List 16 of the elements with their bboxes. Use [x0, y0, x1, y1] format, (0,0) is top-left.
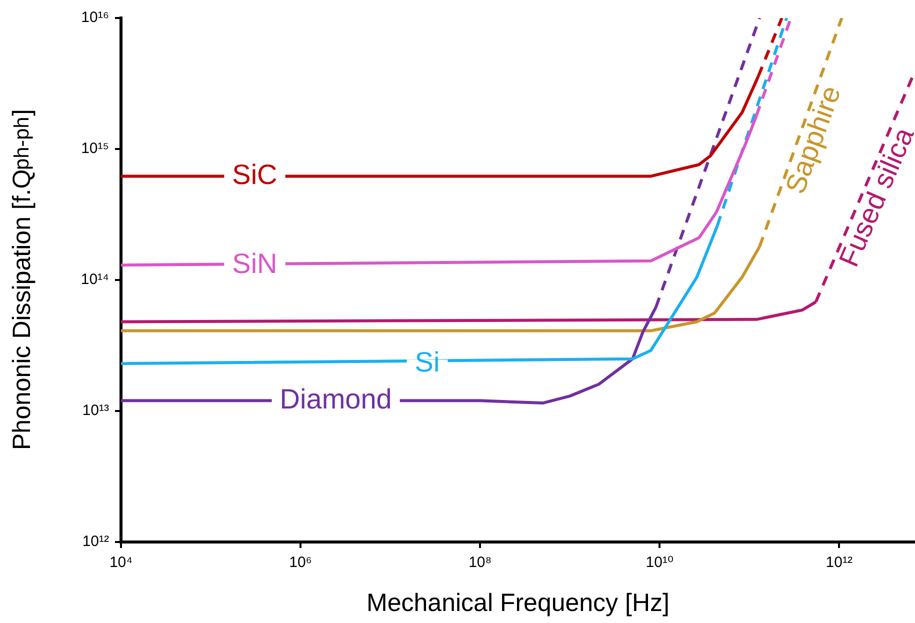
- y-tick-label: 10¹⁴: [80, 271, 109, 288]
- x-tick-label: 10⁴: [109, 554, 133, 572]
- series-label: SiC: [232, 158, 278, 190]
- y-tick-label: 10¹³: [82, 402, 109, 420]
- text: Fused silica: [832, 122, 915, 272]
- y-tick-label: 10¹⁶: [81, 9, 109, 26]
- x-axis-title: Mechanical Frequency [Hz]: [366, 588, 670, 617]
- series-label: Si: [414, 346, 440, 378]
- x-tick-label: 10⁸: [468, 554, 492, 572]
- series-label: Diamond: [280, 383, 392, 414]
- series-label: SiN: [232, 248, 278, 279]
- x-tick-label: 10⁶: [289, 554, 312, 572]
- x-tick-label: 10¹²: [826, 554, 852, 572]
- x-tick-label: 10¹⁰: [646, 554, 674, 572]
- y-tick-label: 10¹²: [82, 533, 109, 550]
- y-tick-label: 10¹⁵: [81, 140, 109, 158]
